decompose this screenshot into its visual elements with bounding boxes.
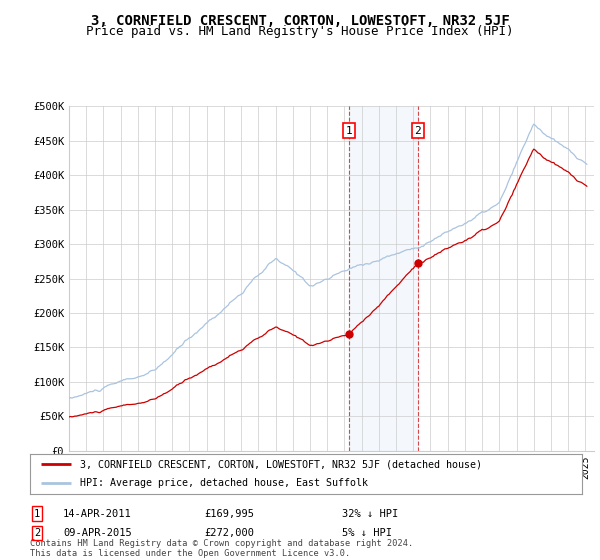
Text: £272,000: £272,000 xyxy=(204,528,254,538)
Text: 14-APR-2011: 14-APR-2011 xyxy=(63,508,132,519)
Text: 3, CORNFIELD CRESCENT, CORTON, LOWESTOFT, NR32 5JF: 3, CORNFIELD CRESCENT, CORTON, LOWESTOFT… xyxy=(91,14,509,28)
Text: 2: 2 xyxy=(34,528,40,538)
Text: Contains HM Land Registry data © Crown copyright and database right 2024.
This d: Contains HM Land Registry data © Crown c… xyxy=(30,539,413,558)
Text: 1: 1 xyxy=(34,508,40,519)
Text: 1: 1 xyxy=(346,125,353,136)
Bar xyxy=(349,106,418,451)
Text: 32% ↓ HPI: 32% ↓ HPI xyxy=(342,508,398,519)
Text: 09-APR-2015: 09-APR-2015 xyxy=(63,528,132,538)
Text: 3, CORNFIELD CRESCENT, CORTON, LOWESTOFT, NR32 5JF (detached house): 3, CORNFIELD CRESCENT, CORTON, LOWESTOFT… xyxy=(80,460,482,469)
Text: £169,995: £169,995 xyxy=(204,508,254,519)
Text: 2: 2 xyxy=(415,125,421,136)
Text: HPI: Average price, detached house, East Suffolk: HPI: Average price, detached house, East… xyxy=(80,478,368,488)
Text: Price paid vs. HM Land Registry's House Price Index (HPI): Price paid vs. HM Land Registry's House … xyxy=(86,25,514,38)
Text: 5% ↓ HPI: 5% ↓ HPI xyxy=(342,528,392,538)
